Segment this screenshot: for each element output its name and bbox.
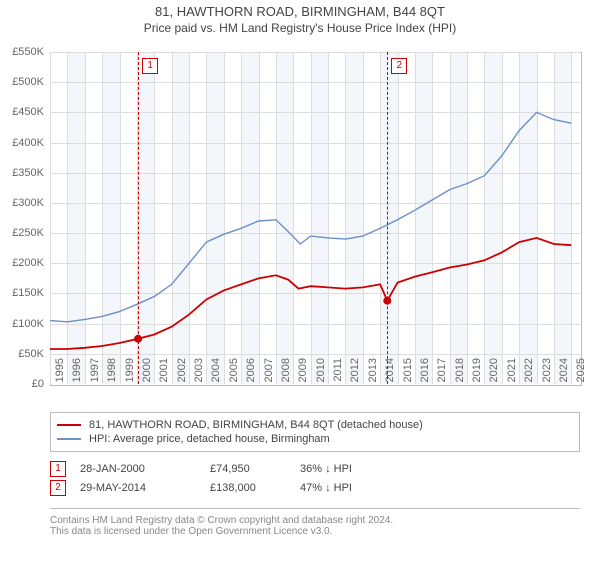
transaction-table: 1 28-JAN-2000 £74,950 36% ↓ HPI 2 29-MAY… <box>50 458 580 499</box>
transaction-pct: 47% ↓ HPI <box>300 482 410 494</box>
y-axis-label: £450K <box>2 106 44 118</box>
legend-label-hpi: HPI: Average price, detached house, Birm… <box>89 433 330 445</box>
transaction-price: £138,000 <box>210 482 300 494</box>
table-row: 2 29-MAY-2014 £138,000 47% ↓ HPI <box>50 480 580 496</box>
legend-label-property: 81, HAWTHORN ROAD, BIRMINGHAM, B44 8QT (… <box>89 419 423 431</box>
transaction-date: 29-MAY-2014 <box>80 482 210 494</box>
y-axis-label: £350K <box>2 167 44 179</box>
transaction-badge: 2 <box>50 480 66 496</box>
chart-subtitle: Price paid vs. HM Land Registry's House … <box>0 21 600 35</box>
transaction-pct: 36% ↓ HPI <box>300 463 410 475</box>
y-axis-label: £250K <box>2 227 44 239</box>
y-axis-label: £50K <box>2 348 44 360</box>
transaction-vline <box>138 52 139 384</box>
transaction-date: 28-JAN-2000 <box>80 463 210 475</box>
y-axis-label: £550K <box>2 46 44 58</box>
transaction-vline <box>387 52 388 384</box>
y-axis-label: £300K <box>2 197 44 209</box>
y-axis-label: £100K <box>2 318 44 330</box>
legend-swatch-property <box>57 424 81 426</box>
transaction-badge-chart: 2 <box>391 58 407 74</box>
legend-swatch-hpi <box>57 438 81 440</box>
legend-row-hpi: HPI: Average price, detached house, Birm… <box>57 433 573 445</box>
transaction-badge: 1 <box>50 461 66 477</box>
transaction-price: £74,950 <box>210 463 300 475</box>
footer-line1: Contains HM Land Registry data © Crown c… <box>50 515 580 526</box>
transaction-badge-chart: 1 <box>142 58 158 74</box>
y-axis-label: £500K <box>2 76 44 88</box>
series-line-property <box>50 238 571 349</box>
table-row: 1 28-JAN-2000 £74,950 36% ↓ HPI <box>50 461 580 477</box>
y-axis-label: £400K <box>2 137 44 149</box>
chart-svg <box>50 52 580 384</box>
legend: 81, HAWTHORN ROAD, BIRMINGHAM, B44 8QT (… <box>50 412 580 452</box>
y-axis-label: £0 <box>2 378 44 390</box>
y-axis-label: £150K <box>2 287 44 299</box>
series-line-hpi <box>50 112 571 321</box>
footer: Contains HM Land Registry data © Crown c… <box>50 508 580 537</box>
chart-title: 81, HAWTHORN ROAD, BIRMINGHAM, B44 8QT <box>0 4 600 19</box>
footer-line2: This data is licensed under the Open Gov… <box>50 526 580 537</box>
y-axis-label: £200K <box>2 257 44 269</box>
legend-row-property: 81, HAWTHORN ROAD, BIRMINGHAM, B44 8QT (… <box>57 419 573 431</box>
chart-area: £0£50K£100K£150K£200K£250K£300K£350K£400… <box>50 52 580 384</box>
